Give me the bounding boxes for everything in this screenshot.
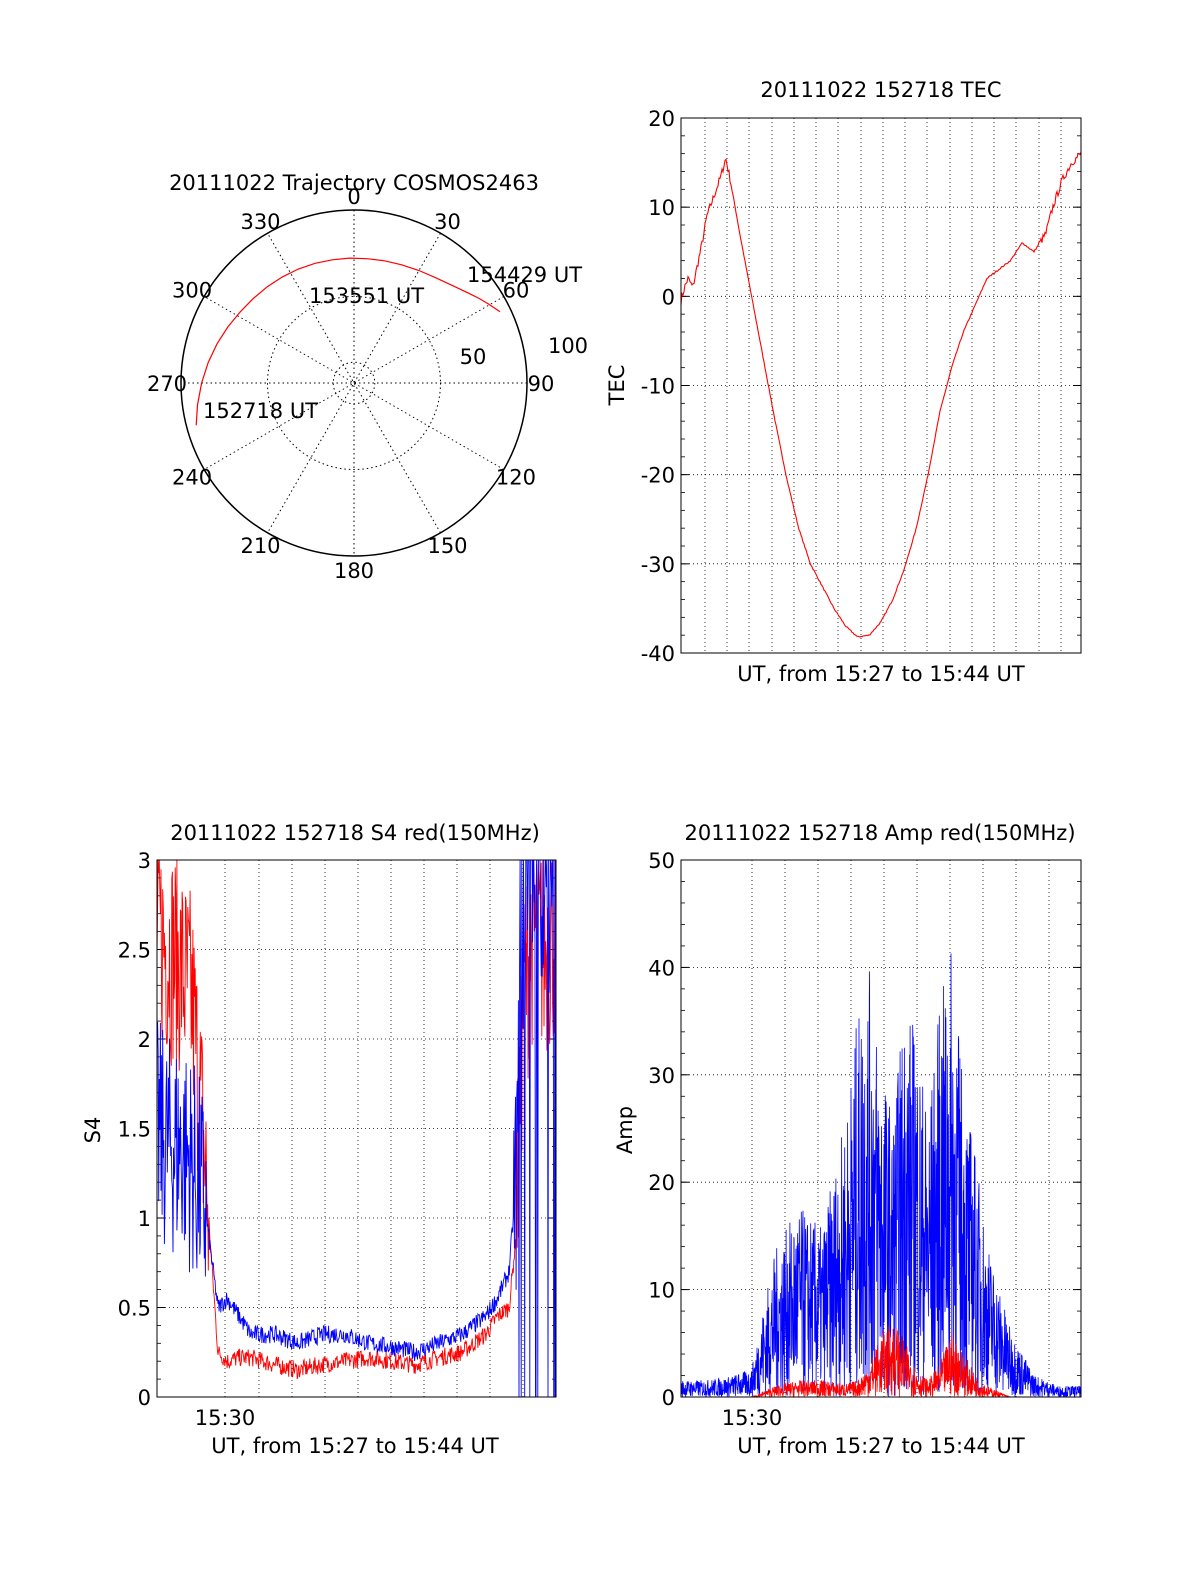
trajectory-line bbox=[195, 257, 501, 426]
y-tick-label: -10 bbox=[641, 375, 675, 399]
y-tick-label: 0.5 bbox=[118, 1297, 151, 1321]
azimuth-label: 0 bbox=[347, 185, 360, 209]
trajectory-mid-label: 153551 UT bbox=[309, 284, 424, 308]
azimuth-label: 240 bbox=[172, 466, 212, 490]
polar-spoke bbox=[203, 296, 505, 470]
y-tick-label: 10 bbox=[648, 196, 675, 220]
s4-blue-line bbox=[156, 859, 557, 1398]
tec-y-tick-labels: -40 -30 -20 -10 0 10 20 bbox=[641, 107, 675, 666]
y-tick-label: 10 bbox=[648, 1279, 675, 1303]
y-tick-label: 2 bbox=[138, 1028, 151, 1052]
polar-title: 20111022 Trajectory COSMOS2463 bbox=[169, 171, 539, 195]
amp-xtick-1530: 15:30 bbox=[722, 1406, 783, 1430]
s4-plot-frame bbox=[156, 859, 557, 1398]
polar-grid bbox=[180, 209, 528, 557]
y-tick-label: -40 bbox=[641, 642, 675, 666]
tec-title: 20111022 152718 TEC bbox=[760, 78, 1001, 102]
amp-y-tick-labels: 0 10 20 30 40 50 bbox=[648, 849, 675, 1410]
azimuth-label: 60 bbox=[503, 279, 530, 303]
amp-title: 20111022 152718 Amp red(150MHz) bbox=[684, 821, 1075, 845]
y-tick-label: 2.5 bbox=[118, 939, 151, 963]
s4-y-tick-labels: 0 0.5 1 1.5 2 2.5 3 bbox=[118, 849, 151, 1410]
s4-ylabel: S4 bbox=[81, 1117, 105, 1144]
y-tick-label: 20 bbox=[648, 1171, 675, 1195]
polar-outer-circle bbox=[180, 209, 528, 557]
azimuth-label: 120 bbox=[496, 466, 536, 490]
tec-ylabel: TEC bbox=[605, 365, 629, 407]
polar-spoke bbox=[267, 232, 441, 534]
azimuth-label: 180 bbox=[334, 559, 374, 583]
tec-line bbox=[680, 151, 1082, 638]
tec-gridlines bbox=[681, 117, 1081, 654]
amp-red-line bbox=[751, 1325, 1011, 1399]
y-tick-label: 30 bbox=[648, 1064, 675, 1088]
s4-series bbox=[156, 859, 557, 1398]
tec-series bbox=[680, 151, 1082, 638]
y-tick-label: 3 bbox=[138, 849, 151, 873]
azimuth-label: 90 bbox=[528, 372, 555, 396]
azimuth-label: 330 bbox=[240, 210, 280, 234]
azimuth-label: 300 bbox=[172, 279, 212, 303]
y-tick-label: -30 bbox=[641, 553, 675, 577]
radial-label: 100 bbox=[548, 334, 588, 358]
amp-blue-line bbox=[680, 953, 1082, 1399]
trajectory-start-label: 152718 UT bbox=[203, 399, 318, 423]
s4-xtick-1530: 15:30 bbox=[195, 1406, 256, 1430]
amp-plot-frame bbox=[680, 859, 1082, 1398]
trajectory-end-label: 154429 UT bbox=[467, 263, 582, 287]
y-tick-label: 20 bbox=[648, 107, 675, 131]
polar-radial-labels: 50 100 bbox=[460, 334, 588, 369]
tec-plot-frame bbox=[680, 117, 1082, 654]
amp-xlabel: UT, from 15:27 to 15:44 UT bbox=[737, 1434, 1025, 1458]
polar-trajectory bbox=[195, 257, 501, 426]
y-tick-label: 40 bbox=[648, 956, 675, 980]
radial-label: 50 bbox=[460, 345, 487, 369]
polar-spoke bbox=[267, 232, 441, 534]
polar-azimuth-labels: 0 30 60 90 120 150 180 210 240 270 300 330 bbox=[147, 185, 554, 583]
s4-xlabel: UT, from 15:27 to 15:44 UT bbox=[211, 1434, 499, 1458]
amp-plot: 20111022 152718 Amp red(150MHz) 0 10 20 30 4… bbox=[613, 821, 1082, 1458]
s4-title: 20111022 152718 S4 red(150MHz) bbox=[170, 821, 540, 845]
azimuth-label: 30 bbox=[434, 210, 461, 234]
polar-trajectory-plot: 20111022 Trajectory COSMOS2463 0 30 60 90 12… bbox=[147, 171, 588, 583]
azimuth-label: 150 bbox=[427, 534, 467, 558]
y-tick-label: -20 bbox=[641, 464, 675, 488]
amp-series bbox=[680, 953, 1082, 1399]
y-tick-label: 1.5 bbox=[118, 1118, 151, 1142]
amp-ylabel: Amp bbox=[613, 1106, 637, 1154]
y-tick-label: 0 bbox=[662, 285, 675, 309]
y-tick-label: 50 bbox=[648, 849, 675, 873]
y-tick-label: 0 bbox=[662, 1386, 675, 1410]
polar-ring-50 bbox=[267, 296, 441, 470]
s4-plot: 20111022 152718 S4 red(150MHz) 0 0.5 1 1.5 2… bbox=[81, 821, 557, 1458]
s4-red-line bbox=[156, 859, 557, 1379]
y-tick-label: 0 bbox=[138, 1386, 151, 1410]
azimuth-label: 270 bbox=[147, 372, 187, 396]
azimuth-label: 210 bbox=[240, 534, 280, 558]
tec-xlabel: UT, from 15:27 to 15:44 UT bbox=[737, 662, 1025, 686]
y-tick-label: 1 bbox=[138, 1207, 151, 1231]
tec-plot: 20111022 152718 TEC -40 -30 -20 -10 0 10 20 TE… bbox=[605, 78, 1082, 686]
polar-spoke bbox=[203, 296, 505, 470]
